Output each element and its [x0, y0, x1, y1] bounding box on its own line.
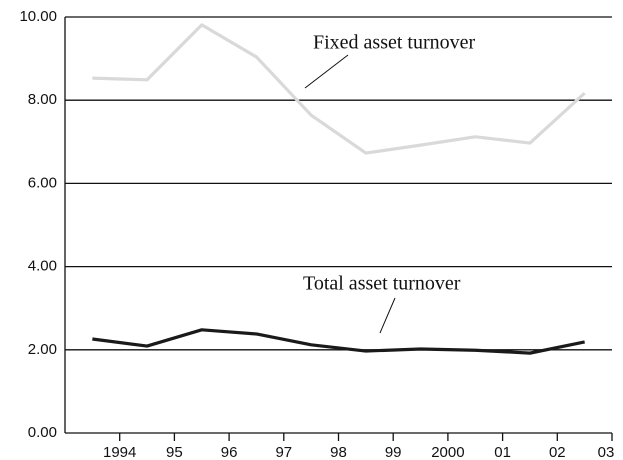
y-tick-label: 8.00: [28, 91, 57, 108]
x-tick-label: 02: [549, 444, 566, 460]
x-tick-label: 96: [221, 444, 238, 460]
leader-line: [379, 297, 396, 334]
series-annotation: Total asset turnover: [303, 273, 461, 295]
x-tick-label: 2000: [431, 444, 464, 460]
series-line: [92, 23, 586, 155]
x-tick-label: 01: [494, 444, 511, 460]
y-tick-label: 10.00: [19, 8, 57, 25]
x-tick-label: 1994: [103, 444, 136, 460]
x-tick-label: 95: [166, 444, 183, 460]
series-line: [92, 328, 585, 355]
x-tick-label: 99: [385, 444, 402, 460]
leader-line: [304, 54, 349, 89]
y-tick-label: 4.00: [28, 258, 57, 275]
series-annotation: Fixed asset turnover: [313, 32, 476, 54]
y-tick-label: 0.00: [28, 424, 57, 441]
y-tick-label: 2.00: [28, 341, 57, 358]
x-tick-label: 97: [275, 444, 292, 460]
y-tick-label: 6.00: [28, 174, 57, 191]
x-tick-label: 03: [598, 444, 615, 460]
x-tick-label: 98: [330, 444, 347, 460]
